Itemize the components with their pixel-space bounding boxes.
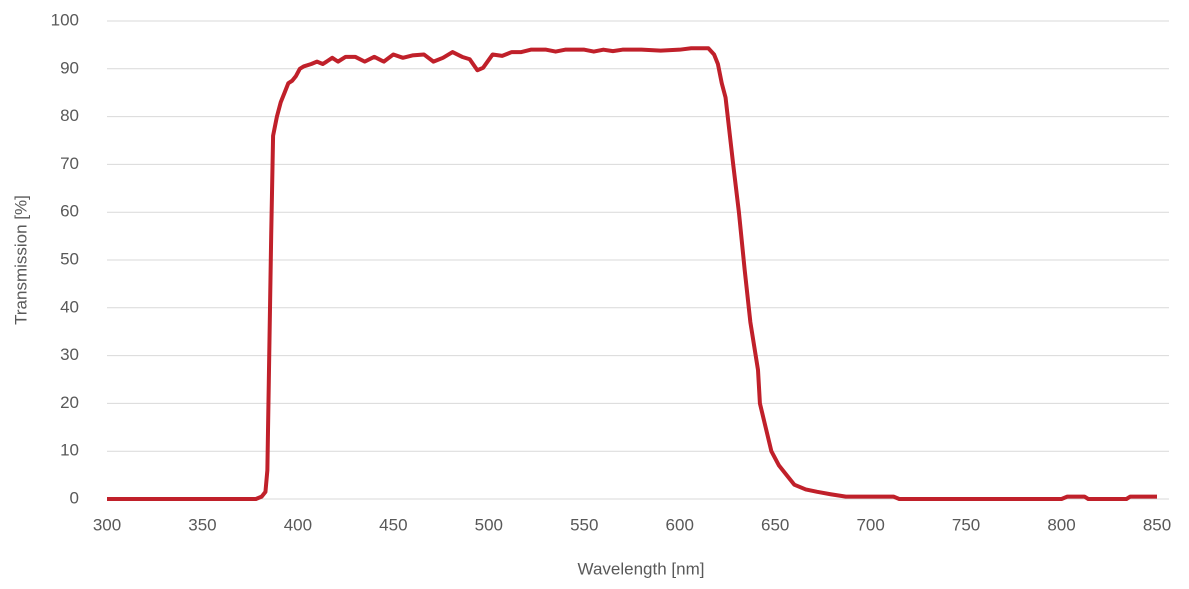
x-tick-label: 450 [379, 515, 407, 534]
x-tick-label: 550 [570, 515, 598, 534]
data-line [107, 46, 1157, 501]
x-tick-label: 700 [856, 515, 884, 534]
y-tick-label: 20 [60, 393, 79, 412]
y-tick-label: 0 [70, 488, 79, 507]
x-tick-label: 750 [952, 515, 980, 534]
x-tick-label: 500 [475, 515, 503, 534]
y-tick-label: 40 [60, 297, 79, 316]
x-tick-label: 650 [761, 515, 789, 534]
y-tick-label: 70 [60, 154, 79, 173]
y-tick-label: 100 [51, 10, 79, 29]
y-tick-label: 80 [60, 106, 79, 125]
x-axis-label: Wavelength [nm] [578, 559, 705, 578]
y-tick-label: 30 [60, 345, 79, 364]
x-tick-label: 800 [1047, 515, 1075, 534]
y-tick-label: 60 [60, 202, 79, 221]
x-tick-label: 850 [1143, 515, 1171, 534]
y-tick-label: 10 [60, 441, 79, 460]
y-axis-label: Transmission [%] [11, 195, 30, 325]
y-tick-label: 90 [60, 58, 79, 77]
y-tick-label: 50 [60, 249, 79, 268]
x-tick-label: 400 [284, 515, 312, 534]
x-tick-label: 350 [188, 515, 216, 534]
x-tick-label: 600 [666, 515, 694, 534]
x-tick-label: 300 [93, 515, 121, 534]
